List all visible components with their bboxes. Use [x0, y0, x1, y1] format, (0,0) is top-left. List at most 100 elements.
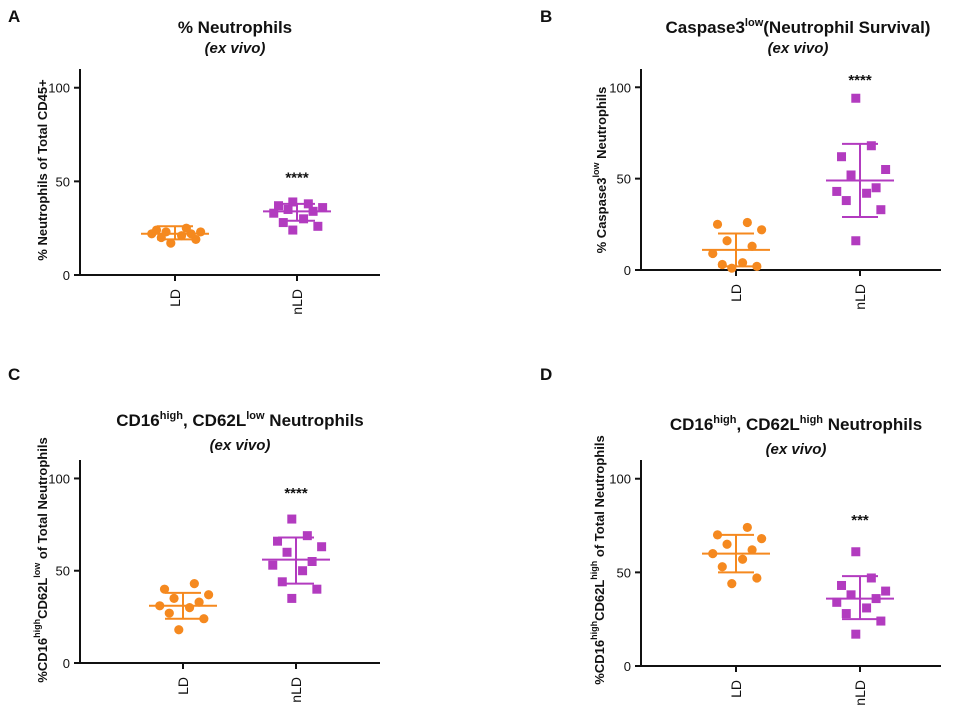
data-point-ld	[161, 227, 171, 237]
data-point-ld	[204, 590, 214, 600]
y-axis-label-b: % Caspase3low Neutrophils	[591, 87, 609, 254]
data-point-nld	[277, 577, 287, 587]
marks-d: ***	[702, 512, 894, 639]
data-point-ld	[757, 225, 767, 235]
data-point-ld	[166, 238, 176, 248]
data-point-nld	[851, 236, 861, 246]
data-point-nld	[288, 225, 298, 235]
chart-title-c-part: high	[160, 410, 183, 422]
data-point-nld	[871, 183, 881, 193]
data-point-nld	[851, 93, 861, 103]
data-point-nld	[851, 547, 861, 557]
data-point-ld	[712, 219, 723, 229]
chart-title-b-part: (Neutrophil Survival)	[763, 18, 930, 37]
chart-title-a: % Neutrophils	[178, 18, 292, 37]
axes-a: 0 50 100 LD nLD	[48, 69, 380, 315]
data-point-ld	[189, 579, 199, 589]
y-axis-label-c-part: CD62L	[35, 578, 50, 619]
axes-c: 0 50 100 LD nLD	[48, 460, 380, 703]
y-axis-label-b-part: % Caspase3	[594, 177, 609, 253]
y-axis-label-c-part: high	[32, 619, 42, 638]
data-point-ld	[752, 261, 762, 271]
y-tick-label: 0	[63, 268, 70, 283]
data-point-ld	[199, 614, 209, 624]
y-tick-label: 100	[48, 471, 70, 486]
significance-label: ****	[284, 485, 308, 502]
y-axis-label-c-part: of Total Neutrophils	[35, 437, 50, 562]
x-tick-label-nld: nLD	[289, 289, 305, 315]
chart-title-c-part: , CD62L	[183, 411, 246, 430]
data-point-nld	[302, 531, 312, 541]
data-point-ld	[174, 625, 184, 635]
data-point-nld	[832, 597, 842, 607]
y-axis-label-b-part: low	[591, 161, 601, 177]
data-point-ld	[727, 579, 737, 589]
data-point-nld	[287, 514, 297, 524]
data-point-nld	[841, 196, 851, 206]
data-point-nld	[832, 186, 842, 196]
data-point-nld	[312, 584, 322, 594]
data-point-ld	[757, 534, 767, 544]
y-tick-label: 0	[63, 656, 70, 671]
significance-label: ***	[851, 512, 869, 529]
y-tick-label: 0	[624, 263, 631, 278]
x-tick-label-ld: LD	[167, 289, 183, 307]
y-axis-label-d-part: of Total Neutrophils	[592, 435, 607, 560]
data-point-nld	[313, 221, 323, 231]
data-point-ld	[742, 522, 752, 533]
chart-subtitle-b: (ex vivo)	[768, 40, 829, 57]
data-point-nld	[282, 547, 292, 557]
data-point-nld	[837, 152, 847, 162]
chart-title-b-part: Caspase3	[666, 18, 745, 37]
data-point-ld	[747, 241, 757, 251]
data-point-ld	[737, 554, 748, 564]
chart-subtitle-a: (ex vivo)	[205, 40, 266, 57]
data-point-nld	[268, 560, 278, 570]
data-point-ld	[717, 259, 727, 270]
data-point-nld	[866, 573, 876, 583]
chart-title-d-part: high	[800, 414, 823, 426]
panel-letter-a: A	[8, 7, 20, 26]
chart-subtitle-c: (ex vivo)	[210, 437, 271, 454]
marks-c: ****	[149, 485, 330, 635]
x-tick-label-nld: nLD	[852, 284, 868, 310]
data-point-nld	[881, 586, 891, 596]
data-point-nld	[317, 542, 327, 552]
y-axis-label-d-part: CD62L	[592, 580, 607, 621]
data-point-ld	[164, 608, 174, 618]
x-tick-label-ld: LD	[728, 284, 744, 302]
chart-subtitle-d: (ex vivo)	[766, 441, 827, 458]
y-axis-label-c-part: %CD16	[35, 638, 50, 683]
y-tick-label: 100	[609, 80, 631, 95]
chart-title-c-part: Neutrophils	[265, 411, 364, 430]
data-point-ld	[184, 603, 195, 613]
data-point-nld	[274, 201, 284, 211]
y-tick-label: 100	[609, 472, 631, 487]
data-point-nld	[318, 203, 328, 213]
chart-title-c-part: low	[246, 410, 265, 422]
data-point-nld	[846, 170, 856, 180]
y-axis-label-d: %CD16highCD62Lhigh of Total Neutrophils	[589, 435, 607, 684]
y-tick-label: 0	[624, 659, 631, 674]
data-point-nld	[862, 188, 872, 198]
panel-letter-d: D	[540, 365, 552, 384]
data-point-nld	[283, 204, 293, 214]
data-point-ld	[159, 584, 170, 594]
y-tick-label: 50	[617, 172, 631, 187]
y-axis-label-c: %CD16highCD62Llow of Total Neutrophils	[32, 437, 50, 682]
chart-title-d-part: CD16	[670, 415, 713, 434]
data-point-ld	[708, 248, 718, 259]
data-point-nld	[876, 205, 886, 215]
data-point-ld	[194, 597, 204, 607]
chart-title-d-part: Neutrophils	[823, 415, 922, 434]
data-point-nld	[288, 197, 298, 207]
chart-title-d-part: , CD62L	[737, 415, 800, 434]
data-point-ld	[722, 236, 732, 246]
panel-c: C CD16high, CD62Llow Neutrophils (ex viv…	[8, 365, 380, 703]
data-point-nld	[862, 603, 872, 613]
data-point-nld	[269, 208, 279, 218]
chart-title-b-part: low	[745, 17, 764, 29]
panel-b: B Caspase3low(Neutrophil Survival) (ex v…	[540, 7, 941, 310]
panel-d: D CD16high, CD62Lhigh Neutrophils (ex vi…	[540, 365, 941, 706]
data-point-nld	[866, 141, 876, 151]
